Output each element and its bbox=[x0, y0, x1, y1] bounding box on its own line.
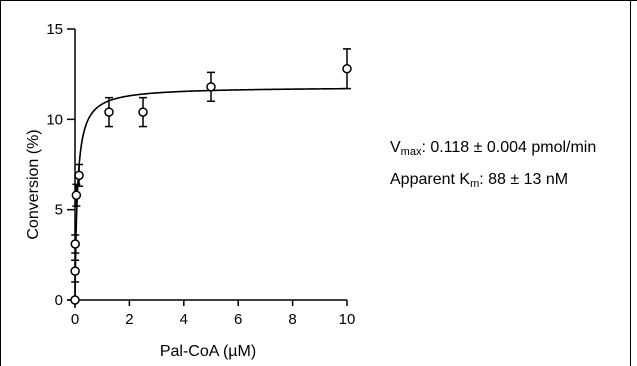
vmax-annotation: Vmax: 0.118 ± 0.004 pmol/min bbox=[390, 139, 596, 158]
vmax-symbol: V bbox=[390, 139, 401, 156]
x-tick-label-8: 8 bbox=[288, 311, 296, 328]
y-tick-label-5: 5 bbox=[55, 202, 63, 219]
km-annotation: Apparent Km: 88 ± 13 nM bbox=[390, 171, 568, 190]
data-point-0 bbox=[70, 295, 80, 305]
data-point-2 bbox=[70, 239, 81, 249]
x-tick-label-10: 10 bbox=[339, 311, 356, 328]
frame-right-border bbox=[630, 0, 631, 366]
data-point-5 bbox=[104, 107, 114, 117]
km-subscript: m bbox=[470, 178, 480, 190]
fit-curve bbox=[74, 87, 348, 300]
km-prefix: Apparent K bbox=[390, 171, 471, 188]
x-tick-label-0: 0 bbox=[71, 311, 79, 328]
y-axis-title: Conversion (%) bbox=[25, 129, 42, 239]
x-tick-label-2: 2 bbox=[125, 311, 133, 328]
y-tick-label-15: 15 bbox=[46, 21, 63, 38]
frame-left-border bbox=[0, 0, 1, 366]
x-tick-label-6: 6 bbox=[234, 311, 242, 328]
frame-top-border bbox=[0, 0, 637, 1]
km-value: : 88 ± 13 nM bbox=[479, 171, 569, 188]
x-axis-title: Pal-CoA (µM) bbox=[160, 343, 256, 360]
vmax-value: : 0.118 ± 0.004 pmol/min bbox=[421, 139, 597, 156]
x-tick-label-4: 4 bbox=[180, 311, 188, 328]
vmax-subscript: max bbox=[400, 146, 422, 158]
data-point-6 bbox=[138, 107, 148, 117]
y-tick-label-0: 0 bbox=[55, 292, 63, 309]
data-point-7 bbox=[206, 82, 216, 92]
y-tick-label-10: 10 bbox=[46, 111, 63, 128]
data-point-1 bbox=[70, 266, 80, 276]
data-point-8 bbox=[342, 63, 352, 74]
data-point-4 bbox=[74, 170, 84, 181]
data-point-3 bbox=[71, 190, 82, 200]
